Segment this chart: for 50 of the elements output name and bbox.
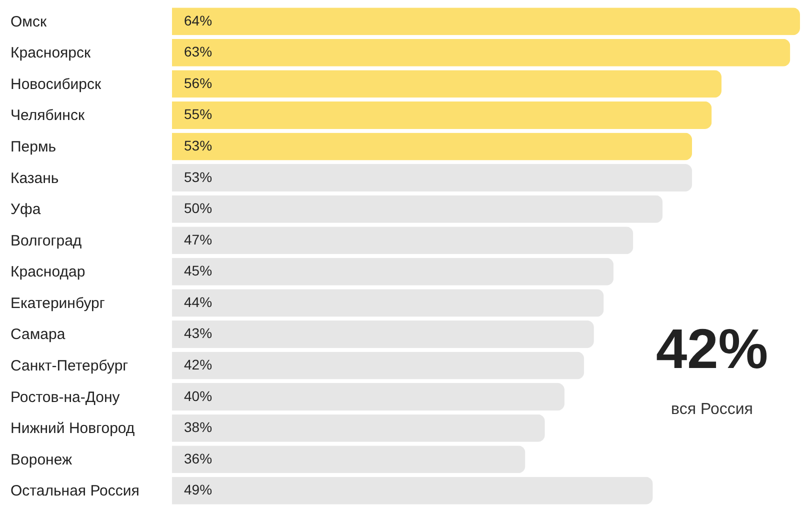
data-label: 53% — [184, 168, 212, 185]
data-label: 53% — [184, 137, 212, 154]
data-label: 55% — [184, 106, 212, 122]
bar — [172, 226, 634, 254]
y-tick-label: Казань — [10, 170, 59, 187]
bar — [172, 289, 604, 317]
bar — [172, 8, 800, 36]
y-tick-label: Челябинск — [10, 107, 85, 124]
bar — [172, 195, 663, 223]
data-label: 63% — [184, 44, 212, 60]
y-tick-label: Новосибирск — [10, 76, 102, 93]
data-label: 64% — [184, 12, 212, 28]
bar — [172, 70, 722, 98]
annotation: вся Россия — [671, 401, 753, 418]
annotation: 42% — [656, 317, 768, 380]
y-tick-label: Санкт-Петербург — [10, 358, 129, 375]
y-tick-label: Уфа — [10, 201, 42, 218]
y-tick-label: Волгоград — [10, 232, 82, 250]
data-label: 56% — [184, 74, 212, 91]
data-label: 38% — [184, 419, 212, 436]
y-tick-label: Краснодар — [10, 264, 86, 281]
bar — [172, 258, 614, 286]
bar — [172, 414, 545, 442]
bar — [172, 38, 790, 66]
data-label: 45% — [184, 262, 212, 279]
bar — [172, 476, 653, 504]
data-label: 36% — [184, 450, 212, 466]
bar — [172, 446, 526, 474]
bar — [172, 383, 564, 411]
y-tick-label: Остальная Россия — [10, 482, 140, 500]
y-tick-label: Ростов-на-Дону — [10, 388, 120, 406]
bar — [172, 132, 692, 160]
data-label: 42% — [184, 356, 212, 373]
y-tick-label: Омск — [10, 13, 47, 30]
y-tick-label: Воронеж — [10, 451, 72, 468]
bar — [172, 164, 692, 192]
data-label: 44% — [184, 294, 212, 310]
y-tick-label: Екатеринбург — [10, 294, 106, 312]
data-label: 49% — [184, 482, 212, 498]
bar — [172, 320, 594, 348]
data-label: 47% — [184, 231, 212, 248]
bar — [172, 101, 712, 129]
bar — [172, 352, 584, 380]
y-tick-label: Пермь — [10, 138, 56, 156]
data-label: 40% — [184, 388, 212, 404]
data-label: 43% — [184, 325, 212, 342]
y-tick-label: Самара — [10, 326, 66, 344]
y-tick-label: Красноярск — [10, 44, 92, 62]
data-label: 50% — [184, 200, 212, 216]
y-tick-label: Нижний Новгород — [10, 420, 135, 438]
